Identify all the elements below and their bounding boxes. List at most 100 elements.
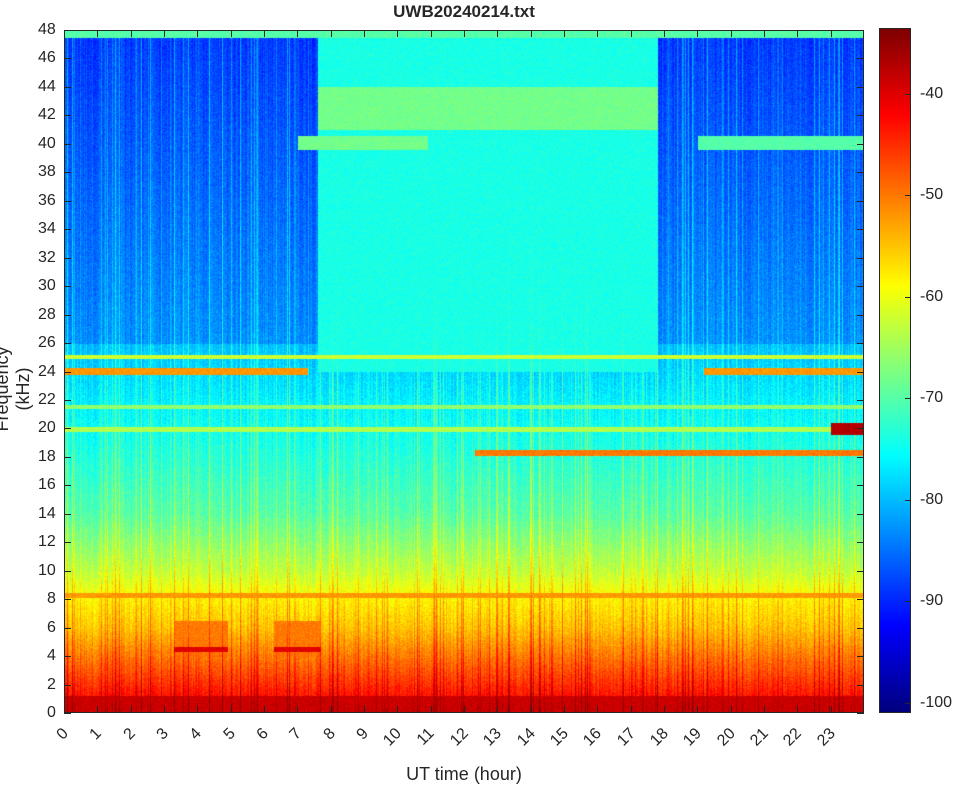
x-tick — [830, 706, 832, 713]
x-tick-top — [164, 30, 165, 37]
colorbar-tick — [905, 93, 911, 95]
y-tick-right — [857, 172, 864, 174]
x-tick — [464, 706, 465, 713]
colorbar-tick-label: -50 — [920, 186, 944, 204]
y-tick-right — [857, 428, 864, 430]
x-tick — [664, 706, 665, 713]
colorbar-tick-label: -60 — [920, 287, 944, 305]
y-tick — [64, 428, 71, 430]
x-tick-label: 7 — [286, 725, 306, 744]
y-tick — [64, 570, 71, 572]
y-tick-right — [857, 200, 864, 202]
x-axis-label: UT time (hour) — [406, 764, 522, 784]
y-tick-label: 18 — [38, 447, 56, 465]
x-tick-label: 12 — [447, 725, 472, 750]
y-tick-label: 10 — [38, 561, 56, 579]
y-tick — [64, 86, 71, 88]
y-tick-right — [857, 456, 864, 458]
x-tick — [364, 706, 365, 713]
y-tick-label: 12 — [38, 533, 56, 551]
y-tick — [64, 684, 71, 686]
x-tick — [164, 706, 165, 713]
x-tick-label: 16 — [580, 725, 606, 750]
y-tick-right — [857, 399, 864, 401]
x-tick-label: 21 — [747, 725, 772, 750]
plot-area — [64, 30, 864, 713]
x-tick-label: 6 — [253, 725, 272, 744]
y-tick-label: 46 — [38, 49, 56, 67]
x-tick — [297, 706, 299, 713]
x-tick-top — [397, 30, 399, 37]
x-tick-top — [530, 30, 532, 37]
x-tick — [130, 706, 132, 713]
y-tick-label: 44 — [38, 77, 56, 95]
y-tick — [64, 627, 71, 629]
y-tick — [64, 143, 71, 145]
x-tick — [730, 706, 732, 713]
x-tick — [430, 706, 432, 713]
x-tick — [630, 706, 632, 713]
y-tick — [64, 115, 71, 117]
y-tick-right — [857, 542, 864, 544]
y-tick-label: 28 — [38, 305, 56, 323]
x-tick-top — [497, 30, 499, 37]
y-tick-label: 30 — [38, 277, 56, 295]
x-tick-label: 20 — [713, 725, 739, 750]
x-tick-top — [764, 30, 765, 37]
x-tick-top — [464, 30, 465, 37]
x-tick — [530, 706, 532, 713]
colorbar-tick — [905, 601, 911, 603]
y-tick-label: 20 — [38, 419, 56, 437]
x-tick-top — [697, 30, 699, 37]
colorbar — [879, 28, 911, 713]
y-tick-label: 40 — [38, 134, 56, 152]
y-tick-label: 36 — [38, 191, 56, 209]
x-tick — [97, 706, 99, 713]
y-tick — [64, 542, 71, 544]
y-tick — [64, 286, 71, 288]
y-tick — [64, 599, 71, 601]
y-tick — [64, 229, 71, 231]
y-tick-right — [857, 513, 864, 515]
y-tick — [64, 343, 71, 345]
y-tick-label: 4 — [47, 647, 56, 665]
y-tick-right — [857, 286, 864, 288]
y-tick-right — [857, 143, 864, 145]
x-tick-top — [364, 30, 365, 37]
spectrogram-heatmap — [64, 30, 864, 713]
y-tick-right — [857, 627, 864, 629]
y-tick-label: 6 — [47, 618, 56, 636]
y-tick — [64, 656, 71, 658]
colorbar-tick-label: -70 — [920, 389, 944, 407]
y-tick-right — [857, 229, 864, 231]
x-tick-label: 19 — [680, 725, 706, 750]
y-tick-label: 42 — [38, 106, 56, 124]
x-tick-label: 22 — [780, 725, 806, 750]
x-tick — [64, 706, 65, 713]
y-tick-label: 24 — [38, 362, 56, 380]
colorbar-gradient — [880, 29, 910, 712]
y-tick-right — [857, 314, 864, 316]
y-tick-label: 32 — [38, 248, 56, 266]
x-tick-label: 3 — [153, 725, 172, 744]
y-tick-label: 0 — [47, 704, 56, 721]
y-tick — [64, 314, 71, 316]
colorbar-tick — [905, 195, 911, 197]
x-tick-label: 10 — [380, 725, 406, 750]
x-tick-top — [730, 30, 732, 37]
y-tick-label: 34 — [38, 220, 56, 238]
colorbar-tick-label: -100 — [920, 693, 953, 711]
y-tick — [64, 513, 71, 515]
x-tick-label: 4 — [186, 725, 206, 744]
colorbar-tick-label: -80 — [920, 490, 944, 508]
colorbar-tick — [905, 499, 911, 501]
x-tick-label: 9 — [353, 725, 372, 744]
x-tick-label: 15 — [547, 725, 572, 750]
y-tick-right — [857, 86, 864, 88]
colorbar-tick — [905, 296, 911, 298]
x-tick-top — [197, 30, 199, 37]
y-tick — [64, 200, 71, 202]
x-tick-label: 5 — [220, 725, 239, 744]
x-tick — [197, 706, 199, 713]
y-tick — [64, 713, 71, 714]
